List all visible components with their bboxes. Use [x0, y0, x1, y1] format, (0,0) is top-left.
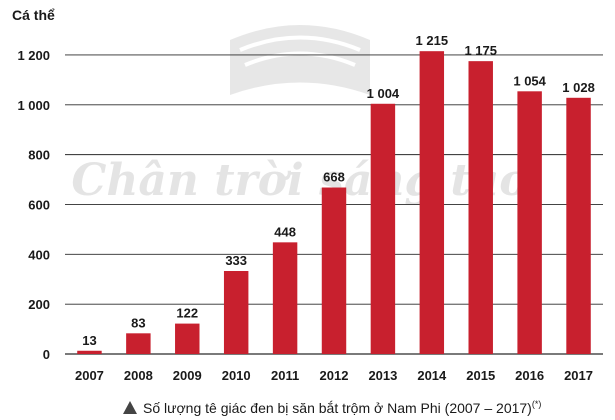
bar-2007 [77, 350, 102, 354]
svg-text:Số lượng tê giác đen bị săn bắ: Số lượng tê giác đen bị săn bắt trộm ở N… [143, 399, 541, 416]
x-tick-label-2011: 2011 [271, 368, 299, 383]
watermark-text: Chân trời sáng tạo [71, 155, 528, 206]
bars [77, 51, 591, 355]
bar-2012 [321, 187, 347, 354]
caption-text: Số lượng tê giác đen bị săn bắt trộm ở N… [143, 400, 532, 416]
x-tick-label-2014: 2014 [417, 368, 447, 383]
gridlines [65, 54, 603, 355]
bar-2015 [468, 61, 493, 355]
watermark-logo [230, 25, 370, 95]
x-tick-label-2012: 2012 [320, 368, 349, 383]
value-label-2008: 83 [131, 315, 145, 330]
bar-2009 [175, 323, 200, 354]
x-tick-label-2016: 2016 [515, 368, 544, 383]
y-tick-label: 1 200 [17, 48, 50, 63]
x-tick-label-2007: 2007 [75, 368, 104, 383]
value-label-2014: 1 215 [416, 33, 449, 48]
x-tick-label-2017: 2017 [564, 368, 593, 383]
bar-2008 [126, 333, 151, 354]
triangle-icon [123, 401, 137, 414]
value-label-2016: 1 054 [513, 73, 546, 88]
bar-2014 [419, 51, 445, 354]
value-label-2013: 1 004 [367, 86, 400, 101]
x-tick-label-2013: 2013 [368, 368, 397, 383]
bar-2011 [272, 242, 298, 354]
bar-2010 [223, 271, 249, 354]
caption-note: (*) [532, 399, 542, 409]
y-axis-title: Cá thể [12, 7, 55, 23]
y-tick-label: 200 [28, 297, 50, 312]
value-label-2012: 668 [323, 170, 345, 185]
y-tick-labels: 0 200 400 600 800 1 000 1 200 [17, 48, 50, 362]
value-labels: 13 83 122 333 448 668 1 004 1 215 1 175 1 054 1 02… [82, 33, 595, 348]
value-label-2015: 1 175 [464, 43, 497, 58]
value-label-2007: 13 [82, 333, 96, 348]
y-tick-label: 800 [28, 148, 50, 163]
y-tick-label: 600 [28, 197, 50, 212]
caption: Số lượng tê giác đen bị săn bắt trộm ở N… [123, 399, 541, 416]
value-label-2010: 333 [225, 253, 247, 268]
bar-2017 [566, 97, 591, 354]
x-tick-label-2010: 2010 [222, 368, 251, 383]
x-tick-label-2009: 2009 [173, 368, 202, 383]
bar-2013 [370, 103, 396, 354]
x-tick-label-2015: 2015 [466, 368, 495, 383]
value-label-2017: 1 028 [562, 80, 595, 95]
value-label-2011: 448 [274, 224, 296, 239]
bar-2016 [517, 91, 542, 355]
x-tick-label-2008: 2008 [124, 368, 153, 383]
y-tick-label: 1 000 [17, 98, 50, 113]
x-tick-labels: 2007 2008 2009 2010 2011 2012 2013 2014 2015 2016… [75, 368, 593, 383]
y-tick-label: 0 [43, 347, 50, 362]
y-tick-label: 400 [28, 247, 50, 262]
value-label-2009: 122 [176, 306, 198, 321]
